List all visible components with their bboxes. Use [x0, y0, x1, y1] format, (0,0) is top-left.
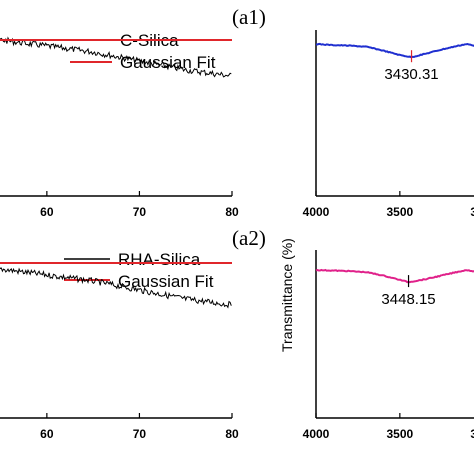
- ir-panel-2: 3448.15 4000 3500 3000: [303, 250, 474, 441]
- ir1-x-ticks: 4000 3500 3000: [303, 191, 474, 219]
- x-tick-label: 70: [133, 427, 147, 441]
- x-tick-label: 3500: [386, 205, 413, 219]
- ir1-spectrum: [315, 42, 474, 59]
- series-c-silica: [0, 36, 232, 78]
- panel-a2: (a2) RHA-Silica Gaussian Fit 60 70 80: [0, 226, 266, 441]
- ir2-spectrum: [315, 268, 474, 284]
- ir-panel-1: 3430.31 4000 3500 3000: [303, 30, 474, 219]
- panel-label-a2: (a2): [232, 226, 266, 250]
- legend-label-rha-silica: RHA-Silica: [118, 250, 201, 269]
- series-rha-silica: [0, 267, 232, 309]
- x-tick-label: 4000: [303, 205, 330, 219]
- x-tick-label: 4000: [303, 427, 330, 441]
- x-ticks-a2: 60 70 80: [40, 413, 239, 441]
- x-ticks-a1: 60 70 80: [40, 191, 239, 219]
- ir-y-axis-label: Transmittance (%): [279, 238, 295, 352]
- x-tick-label: 3000: [470, 427, 474, 441]
- x-tick-label: 70: [133, 205, 147, 219]
- ir2-peak-label: 3448.15: [381, 291, 435, 308]
- panel-label-a1: (a1): [232, 5, 266, 29]
- x-tick-label: 3000: [470, 205, 474, 219]
- x-tick-label: 60: [40, 205, 54, 219]
- x-tick-label: 80: [225, 427, 239, 441]
- x-tick-label: 60: [40, 427, 54, 441]
- panel-a1: (a1) C-Silica Gaussian Fit 60 70 80: [0, 5, 266, 219]
- legend-label-gaussian-fit-a1: Gaussian Fit: [120, 53, 216, 72]
- ir1-peak-label: 3430.31: [384, 66, 438, 83]
- ir2-x-ticks: 4000 3500 3000: [303, 413, 474, 441]
- x-tick-label: 3500: [386, 427, 413, 441]
- legend-label-gaussian-fit-a2: Gaussian Fit: [118, 272, 214, 291]
- x-tick-label: 80: [225, 205, 239, 219]
